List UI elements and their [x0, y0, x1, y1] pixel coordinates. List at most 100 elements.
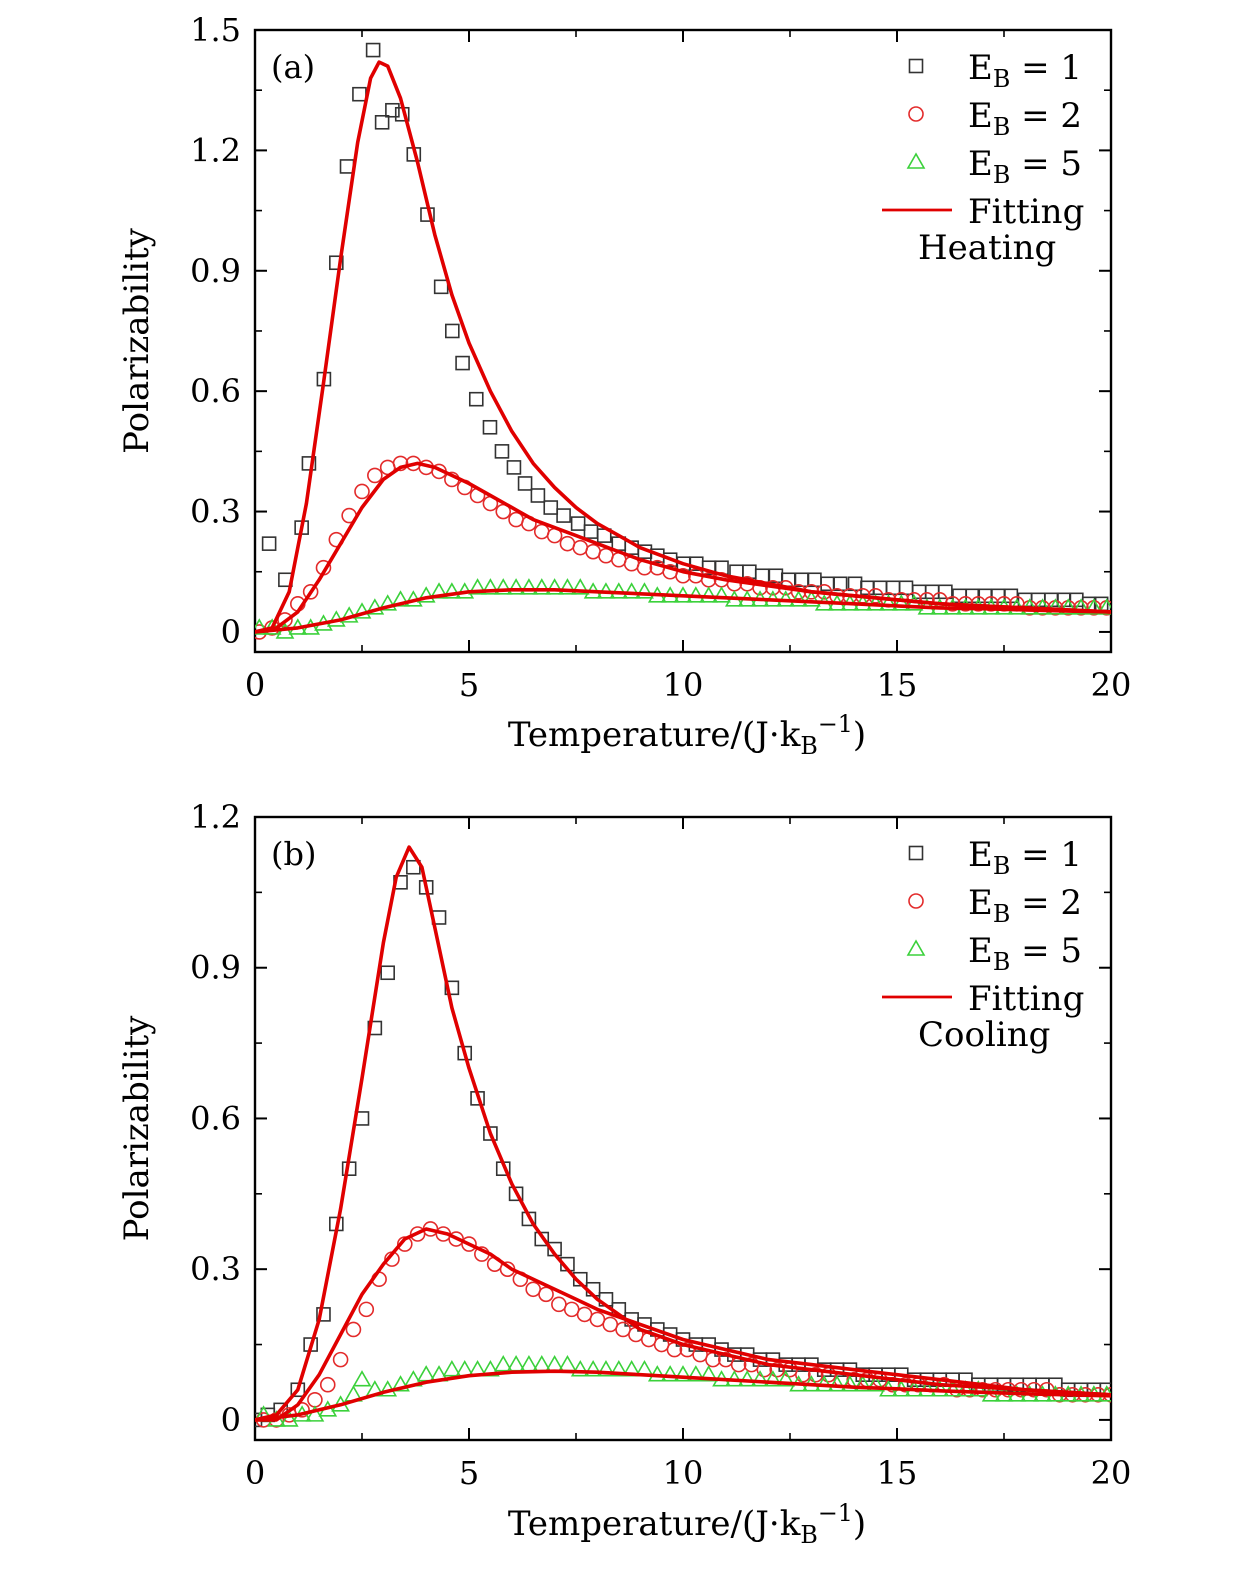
panel-b-legend-eb5-marker: [906, 939, 926, 956]
panel-a-series-e-b-1-point: [455, 355, 470, 371]
panel-a-series-e-b-5-point: [635, 582, 654, 599]
panel-b-series-e-b-2-point: [307, 1392, 323, 1408]
panel-a-series-e-b-2-point: [585, 543, 601, 560]
panel-a-series-e-b-1-point: [820, 576, 835, 592]
panel-a-series-e-b-1-point: [482, 419, 498, 435]
panel-b-series-fitting-e-b-2: [255, 1227, 1111, 1422]
panel-b-series-e-b-5-point: [763, 1370, 783, 1387]
panel-a-series-e-b-5-point: [891, 594, 911, 611]
panel-b-series-e-b-5-point: [840, 1375, 860, 1392]
panel-b-series-e-b-2-point: [358, 1301, 375, 1318]
panel-b-legend-eb5-label: EB = 5: [968, 931, 1082, 976]
panel-b-series-e-b-5-point: [391, 1375, 410, 1392]
panel-a-series-e-b-1-point: [530, 488, 546, 503]
panel-a-y-tick-label: 0.9: [190, 252, 241, 290]
panel-a-series-fitting-e-b-2: [255, 461, 1111, 634]
panel-b-series-e-b-2-point: [615, 1321, 631, 1338]
panel-a-series-e-b-1-point: [506, 460, 522, 475]
panel-a-series-e-b-5-point: [802, 590, 821, 607]
panel-a-series-e-b-2-point: [367, 467, 383, 484]
panel-b-series-e-b-5-point: [596, 1360, 616, 1377]
panel-a-series-e-b-1-point: [570, 516, 586, 531]
panel-b-plot-area: [255, 845, 1111, 1428]
panel-b-y-tick-label: 0: [221, 1401, 241, 1439]
panel-b-series-e-b-2-point: [538, 1286, 554, 1303]
panel-b-series-e-b-2-point: [551, 1296, 567, 1313]
panel-b-series-e-b-5-point: [943, 1380, 963, 1397]
panel-a-series-e-b-2-point: [392, 455, 409, 472]
panel-b-series-e-b-5-point: [827, 1375, 847, 1392]
panel-a-series-e-b-5-point: [493, 578, 513, 595]
panel-b-series-e-b-1-point: [534, 1231, 550, 1247]
panel-b-series-e-b-2-point: [332, 1351, 349, 1368]
panel-b-series-e-b-5-point: [673, 1365, 693, 1382]
panel-b-legend-eb2-marker: [908, 893, 924, 909]
panel-b-series-e-b-2-point: [576, 1306, 593, 1323]
panel-a-x-tick-label: 10: [663, 666, 704, 704]
panel-a-chart: 0 5 10 15 20 0 0.3 0.6 0.9 1.2 1.5 Temperature/(J·k…: [117, 11, 1131, 760]
panel-a-series-e-b-1-point: [385, 102, 400, 118]
panel-b-series-e-b-2-point: [589, 1311, 606, 1328]
panel-b-series-e-b-5-point: [956, 1380, 975, 1397]
panel-a-series-e-b-2-point: [277, 612, 293, 628]
panel-a-series-e-b-5-point: [570, 578, 590, 595]
panel-b-series-e-b-2-point: [705, 1351, 721, 1368]
panel-a-series-e-b-5-point: [442, 582, 462, 599]
panel-a-series-e-b-5-point: [519, 578, 539, 595]
panel-b-y-tick-label: 0.6: [190, 1099, 241, 1137]
panel-b-x-tick-label: 20: [1091, 1454, 1132, 1492]
panel-a-series-e-b-5-point: [1084, 598, 1104, 615]
panel-b-series-fitting-e-b-1: [255, 845, 1111, 1422]
panel-a-series-e-b-1-point: [494, 444, 510, 459]
panel-a-series-e-b-1-point: [543, 500, 559, 515]
panel-b-x-tick-label: 5: [459, 1454, 479, 1492]
panel-a-y-tick-label: 0: [221, 613, 241, 651]
panel-a-series-e-b-1: [261, 42, 1109, 612]
panel-b-series-fitting-e-b-5: [255, 1369, 1111, 1422]
panel-a-series-e-b-5-point: [1097, 598, 1111, 615]
panel-a-series-e-b-5-point: [545, 578, 564, 595]
panel-b-x-tick-label: 10: [663, 1454, 704, 1492]
panel-a-series-e-b-2-point: [533, 523, 550, 540]
panel-a-panel-label: (a): [271, 48, 315, 86]
panel-a-series-e-b-2-point: [598, 547, 614, 564]
panel-a-legend-fitting-label: Fitting: [968, 192, 1084, 232]
panel-a-legend-eb2-label: EB = 2: [968, 96, 1082, 141]
panel-b-series-e-b-2-point: [602, 1316, 619, 1333]
panel-b-legend-eb2-label: EB = 2: [968, 883, 1082, 928]
panel-a-y-axis-label: Polarizability: [117, 227, 157, 453]
panel-a-series-e-b-2-point: [983, 596, 999, 612]
panel-a-series-e-b-5-point: [712, 586, 731, 603]
panel-b-series-e-b-1-point: [508, 1186, 524, 1202]
panel-a-series-e-b-5-point: [866, 594, 885, 611]
panel-a-x-axis-label: Temperature/(J·kB−1): [508, 710, 866, 760]
panel-a-y-tick-label: 0.6: [190, 372, 241, 410]
panel-a-series-e-b-5-point: [378, 594, 398, 611]
panel-a-x-tick-label: 15: [877, 666, 918, 704]
panel-b-series-e-b-2-point: [319, 1376, 336, 1393]
panel-b-series-e-b-2-point: [461, 1236, 477, 1252]
panel-b-series-e-b-1-point: [316, 1307, 331, 1322]
panel-b-y-tick-label: 1.2: [190, 798, 241, 836]
panel-b-series-e-b-5-point: [493, 1355, 513, 1372]
panel-b-series-e-b-1-point: [483, 1126, 498, 1141]
panel-a-series-e-b-5-point: [699, 586, 719, 603]
panel-a-series-fitting-e-b-2-line: [255, 461, 1111, 634]
panel-a-plot-area: [255, 42, 1111, 640]
panel-b-legend-eb1-marker: [908, 845, 924, 861]
panel-b-series-e-b-2-point: [769, 1361, 785, 1378]
panel-b-series-e-b-2-point: [345, 1321, 362, 1338]
panel-a-series-e-b-5-point: [255, 618, 269, 635]
panel-a-series-e-b-5-point: [879, 594, 898, 611]
panel-a-series-e-b-5-point: [365, 598, 385, 615]
panel-a-series-e-b-1-point: [517, 476, 533, 491]
panel-a-series-e-b-1-point: [938, 584, 953, 600]
panel-a-series-e-b-1-point: [556, 508, 571, 523]
panel-a-series-e-b-5-point: [506, 578, 526, 595]
panel-a-series-e-b-1-point: [352, 86, 367, 102]
panel-a-x-tick-label: 0: [245, 666, 265, 704]
panel-b-series-e-b-2-point: [525, 1281, 542, 1298]
panel-a-series-e-b-1-point: [583, 524, 599, 539]
panel-b-series-e-b-5-point: [279, 1410, 299, 1427]
